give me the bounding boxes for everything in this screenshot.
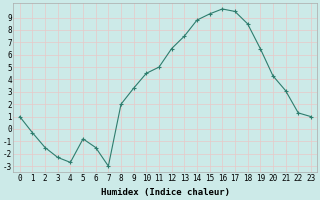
X-axis label: Humidex (Indice chaleur): Humidex (Indice chaleur) [101, 188, 230, 197]
